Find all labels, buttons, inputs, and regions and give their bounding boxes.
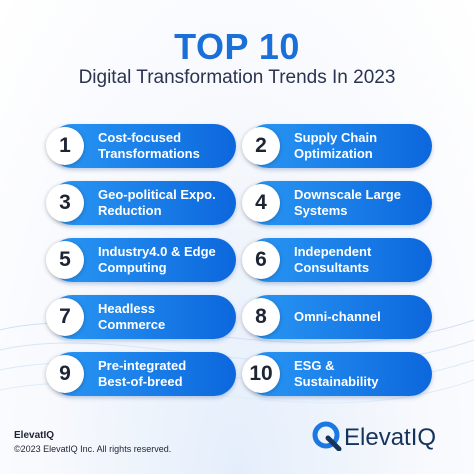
- trend-label: Industry4.0 & Edge Computing: [98, 238, 230, 282]
- title: TOP 10: [174, 26, 300, 67]
- trend-label: ESG & Sustainability: [294, 352, 426, 396]
- trend-number: 4: [242, 184, 280, 222]
- label-line: Transformations: [98, 146, 200, 161]
- company-name: ElevatIQ: [14, 430, 55, 441]
- trend-number: 6: [242, 241, 280, 279]
- trend-number: 2: [242, 127, 280, 165]
- trend-label: Geo-political Expo. Reduction: [98, 181, 230, 225]
- trend-label: Headless Commerce: [98, 295, 230, 339]
- trend-pill: Supply Chain Optimization: [246, 124, 432, 168]
- label-line: Supply Chain: [294, 130, 378, 145]
- subtitle: Digital Transformation Trends In 2023: [78, 67, 396, 88]
- label-line: Systems: [294, 203, 348, 218]
- trend-label: Independent Consultants: [294, 238, 426, 282]
- label-line: Commerce: [98, 317, 166, 332]
- trend-number: 3: [46, 184, 84, 222]
- trend-label: Pre-integrated Best-of-breed: [98, 352, 230, 396]
- label-line: Headless: [98, 301, 156, 316]
- trend-label: Downscale Large Systems: [294, 181, 426, 225]
- label-line: Geo-political Expo.: [98, 187, 216, 202]
- label-line: ESG &: [294, 358, 335, 373]
- label-line: Best-of-breed: [98, 374, 183, 389]
- trend-pill: Geo-political Expo. Reduction: [50, 181, 236, 225]
- label-line: Pre-integrated: [98, 358, 187, 373]
- trend-label: Cost-focused Transformations: [98, 124, 230, 168]
- label-line: Computing: [98, 260, 167, 275]
- logo-icon: [312, 421, 342, 451]
- logo-text: ElevatIQ: [344, 424, 437, 451]
- trend-number: 9: [46, 355, 84, 393]
- copyright: ©2023 ElevatIQ Inc. All rights reserved.: [14, 444, 172, 454]
- label-line: Independent: [294, 244, 372, 259]
- label-line: Downscale Large: [294, 187, 401, 202]
- label-line: Reduction: [98, 203, 162, 218]
- trend-number: 7: [46, 298, 84, 336]
- trend-number: 5: [46, 241, 84, 279]
- trend-label: Omni-channel: [294, 295, 426, 339]
- label-line: Industry4.0 & Edge: [98, 244, 216, 259]
- label-line: Omni-channel: [294, 309, 381, 324]
- trend-number: 10: [242, 355, 280, 393]
- trend-label: Supply Chain Optimization: [294, 124, 426, 168]
- label-line: Consultants: [294, 260, 370, 275]
- trend-pill: Headless Commerce: [50, 295, 236, 339]
- trend-number: 1: [46, 127, 84, 165]
- trend-number: 8: [242, 298, 280, 336]
- label-line: Optimization: [294, 146, 373, 161]
- label-line: Sustainability: [294, 374, 379, 389]
- trend-pill: Independent Consultants: [246, 238, 432, 282]
- label-line: Cost-focused: [98, 130, 182, 145]
- trend-pill: Pre-integrated Best-of-breed: [50, 352, 236, 396]
